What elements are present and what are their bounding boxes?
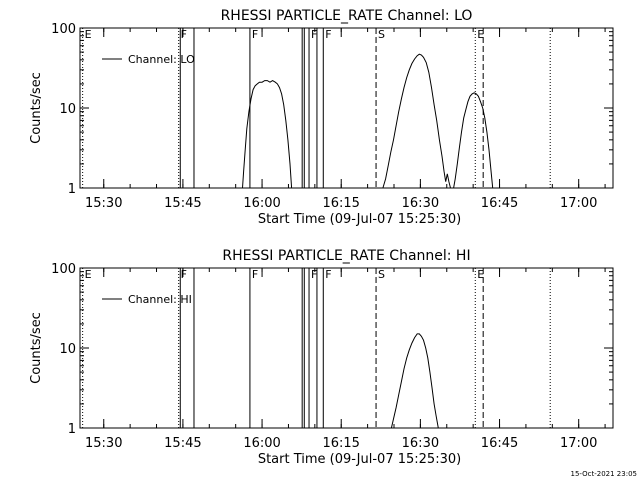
y-tick-label: 10 [59, 102, 76, 117]
x-axis-label: Start Time (09-Jul-07 15:25:30) [258, 212, 461, 227]
event-marker-label: S [378, 28, 385, 41]
panel-hi-chart: RHESSI PARTICLE_RATE Channel: HI 1 10 100 Co… [29, 248, 614, 467]
y-tick-label: 100 [51, 262, 76, 277]
y-tick-label: 1 [68, 182, 76, 197]
chart-title: RHESSI PARTICLE_RATE Channel: LO [221, 8, 473, 24]
event-marker-label: F [311, 268, 317, 281]
x-tick-label: 16:45 [481, 436, 518, 451]
series-line-segment [382, 53, 451, 189]
y-axis-label: Counts/sec [29, 72, 44, 144]
footer-timestamp: 15-Oct-2021 23:05 [571, 470, 637, 478]
y-tick-label: 1 [68, 422, 76, 437]
legend-label: Channel: HI [128, 293, 192, 306]
event-marker-label: F [252, 268, 258, 281]
y-tick-label: 10 [59, 342, 76, 357]
x-axis-label: Start Time (09-Jul-07 15:25:30) [258, 452, 461, 467]
event-marker-label: F [325, 268, 331, 281]
x-tick-label: 17:00 [560, 436, 597, 451]
y-tick-label: 100 [51, 22, 76, 37]
series-line-segment [390, 333, 439, 429]
x-tick-label: 16:30 [402, 436, 439, 451]
x-tick-label: 17:00 [560, 196, 597, 211]
event-marker-label: E [85, 28, 92, 41]
chart-title: RHESSI PARTICLE_RATE Channel: HI [222, 248, 470, 264]
legend-label: Channel: LO [128, 53, 195, 66]
event-marker-label: F [181, 28, 187, 41]
event-marker-label: E [85, 268, 92, 281]
event-marker-label: F [181, 268, 187, 281]
y-axis-label: Counts/sec [29, 312, 44, 384]
event-marker-label: F [311, 28, 317, 41]
panel-lo-chart: RHESSI PARTICLE_RATE Channel: LO 1 10 100 Co… [29, 8, 614, 227]
series-line-segment [242, 80, 293, 189]
plot-frame [79, 27, 614, 189]
event-marker-label: F [252, 28, 258, 41]
x-tick-label: 15:45 [164, 196, 201, 211]
x-tick-label: 16:15 [322, 436, 359, 451]
x-tick-label: 15:45 [164, 436, 201, 451]
x-tick-label: 16:30 [402, 196, 439, 211]
series-line-segment [453, 92, 494, 189]
event-marker-label: S [378, 268, 385, 281]
x-tick-label: 16:00 [243, 436, 280, 451]
x-tick-label: 15:30 [85, 436, 122, 451]
x-tick-label: 16:45 [481, 196, 518, 211]
x-tick-label: 16:00 [243, 196, 280, 211]
event-marker-label: F [325, 28, 331, 41]
x-tick-label: 15:30 [85, 196, 122, 211]
x-tick-label: 16:15 [322, 196, 359, 211]
event-marker-label: E [477, 28, 484, 41]
plot-frame [79, 267, 614, 429]
event-marker-label: E [477, 268, 484, 281]
